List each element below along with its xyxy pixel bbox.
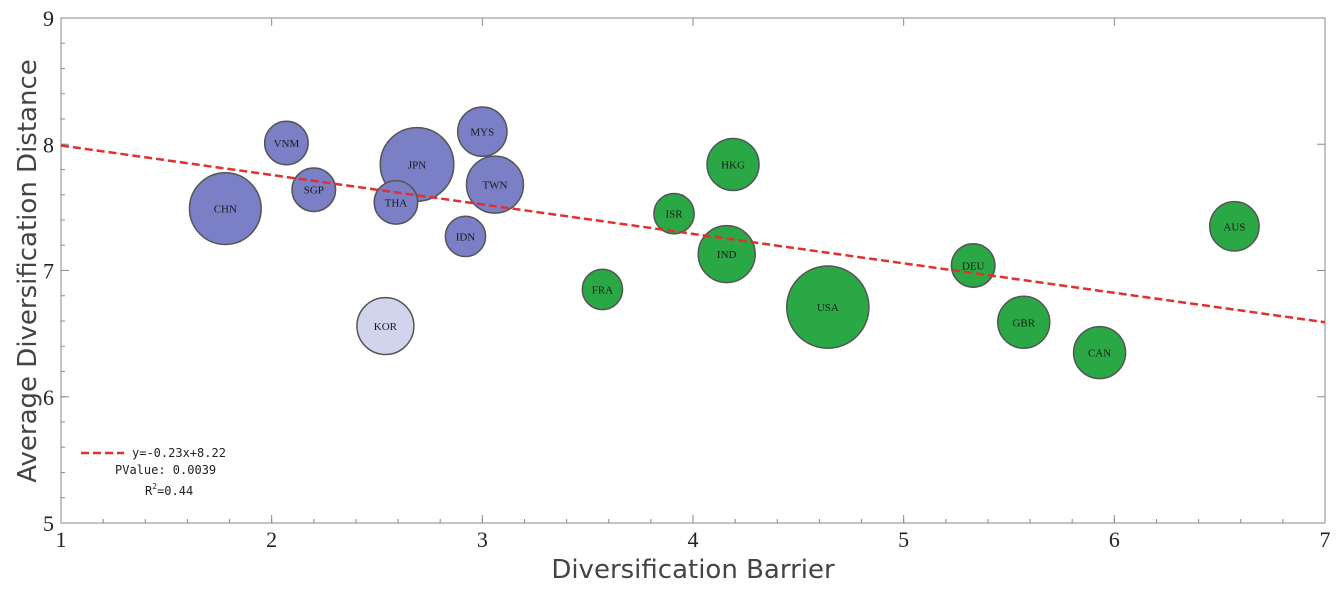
bubble-circle bbox=[706, 137, 760, 192]
bubble-kor: KOR bbox=[356, 296, 415, 356]
legend-r2: R2=0.44 bbox=[145, 482, 193, 498]
legend-pvalue: PValue: 0.0039 bbox=[115, 463, 216, 477]
bubble-circle bbox=[465, 155, 525, 214]
bubble-label: VNM bbox=[274, 138, 300, 150]
bubble-label: IND bbox=[717, 249, 737, 261]
y-tick-label: 7 bbox=[43, 259, 54, 284]
bubble-circle bbox=[653, 192, 695, 235]
x-tick-label: 1 bbox=[56, 527, 67, 552]
x-axis: 1 2 3 4 5 6 7 bbox=[56, 18, 1331, 552]
bubble-label: IDN bbox=[456, 231, 476, 243]
x-tick-label: 6 bbox=[1109, 527, 1120, 552]
y-tick-label: 9 bbox=[43, 6, 54, 31]
legend-r2-prefix: R bbox=[145, 484, 153, 498]
bubble-twn: TWN bbox=[465, 155, 525, 214]
bubbles-layer: USA JPN CHN KOR TWN IND HKG GBR CAN MYS AUS VNM SGP T… bbox=[188, 106, 1260, 380]
bubble-circle bbox=[188, 172, 262, 246]
y-axis-title: Average Diversification Distance bbox=[13, 59, 43, 482]
bubble-label: CAN bbox=[1088, 348, 1111, 360]
plot-frame bbox=[60, 17, 1326, 524]
bubble-circle bbox=[785, 265, 870, 349]
bubble-label: KOR bbox=[374, 321, 398, 333]
bubble-chn: CHN bbox=[188, 172, 262, 246]
x-tick-label: 3 bbox=[477, 527, 488, 552]
bubble-circle bbox=[263, 120, 309, 166]
bubble-label: CHN bbox=[214, 204, 237, 216]
bubble-idn: IDN bbox=[444, 215, 487, 258]
bubble-aus: AUS bbox=[1208, 200, 1260, 252]
bubble-label: HKG bbox=[721, 159, 745, 171]
bubble-circle bbox=[950, 242, 996, 288]
bubble-deu: DEU bbox=[950, 242, 996, 288]
x-tick-label: 4 bbox=[688, 527, 699, 552]
bubble-label: JPN bbox=[408, 159, 426, 171]
y-tick-label: 5 bbox=[43, 511, 54, 536]
bubble-sgp: SGP bbox=[291, 167, 337, 213]
x-axis-title: Diversification Barrier bbox=[551, 555, 835, 585]
bubble-vnm: VNM bbox=[263, 120, 309, 166]
bubble-label: GBR bbox=[1012, 317, 1035, 329]
regression-legend: y=-0.23x+8.22 PValue: 0.0039 R2=0.44 bbox=[81, 446, 226, 498]
bubble-ind: IND bbox=[697, 224, 756, 284]
bubble-circle bbox=[581, 268, 624, 311]
legend-r2-suffix: =0.44 bbox=[157, 484, 193, 498]
y-axis: 5 6 7 8 9 bbox=[43, 6, 1325, 536]
bubble-label: DEU bbox=[962, 260, 985, 272]
bubble-can: CAN bbox=[1072, 325, 1127, 380]
bubble-circle bbox=[1208, 200, 1260, 252]
bubble-hkg: HKG bbox=[706, 137, 760, 192]
bubble-label: ISR bbox=[665, 209, 683, 221]
bubble-circle bbox=[1072, 325, 1127, 380]
legend-equation: y=-0.23x+8.22 bbox=[132, 446, 226, 460]
bubble-circle bbox=[456, 106, 508, 158]
bubble-label: AUS bbox=[1223, 221, 1245, 233]
bubble-isr: ISR bbox=[653, 192, 695, 235]
bubble-label: THA bbox=[385, 197, 408, 209]
bubble-label: TWN bbox=[482, 180, 507, 192]
x-tick-label: 5 bbox=[898, 527, 909, 552]
bubble-circle bbox=[444, 215, 487, 258]
x-tick-label: 2 bbox=[266, 527, 277, 552]
bubble-label: SGP bbox=[304, 185, 324, 197]
bubble-circle bbox=[356, 296, 415, 356]
bubble-label: MYS bbox=[470, 127, 494, 139]
bubble-label: FRA bbox=[592, 284, 613, 296]
x-tick-label: 7 bbox=[1320, 527, 1331, 552]
y-tick-label: 6 bbox=[43, 385, 54, 410]
bubble-mys: MYS bbox=[456, 106, 508, 158]
bubble-tha: THA bbox=[373, 179, 419, 225]
y-tick-label: 8 bbox=[43, 132, 54, 157]
bubble-gbr: GBR bbox=[996, 295, 1051, 350]
bubble-usa: USA bbox=[785, 265, 870, 349]
bubble-circle bbox=[996, 295, 1051, 350]
legend-r2-sup: 2 bbox=[152, 482, 157, 491]
bubble-label: USA bbox=[817, 302, 839, 314]
trend-line bbox=[60, 144, 1326, 324]
bubble-fra: FRA bbox=[581, 268, 624, 311]
